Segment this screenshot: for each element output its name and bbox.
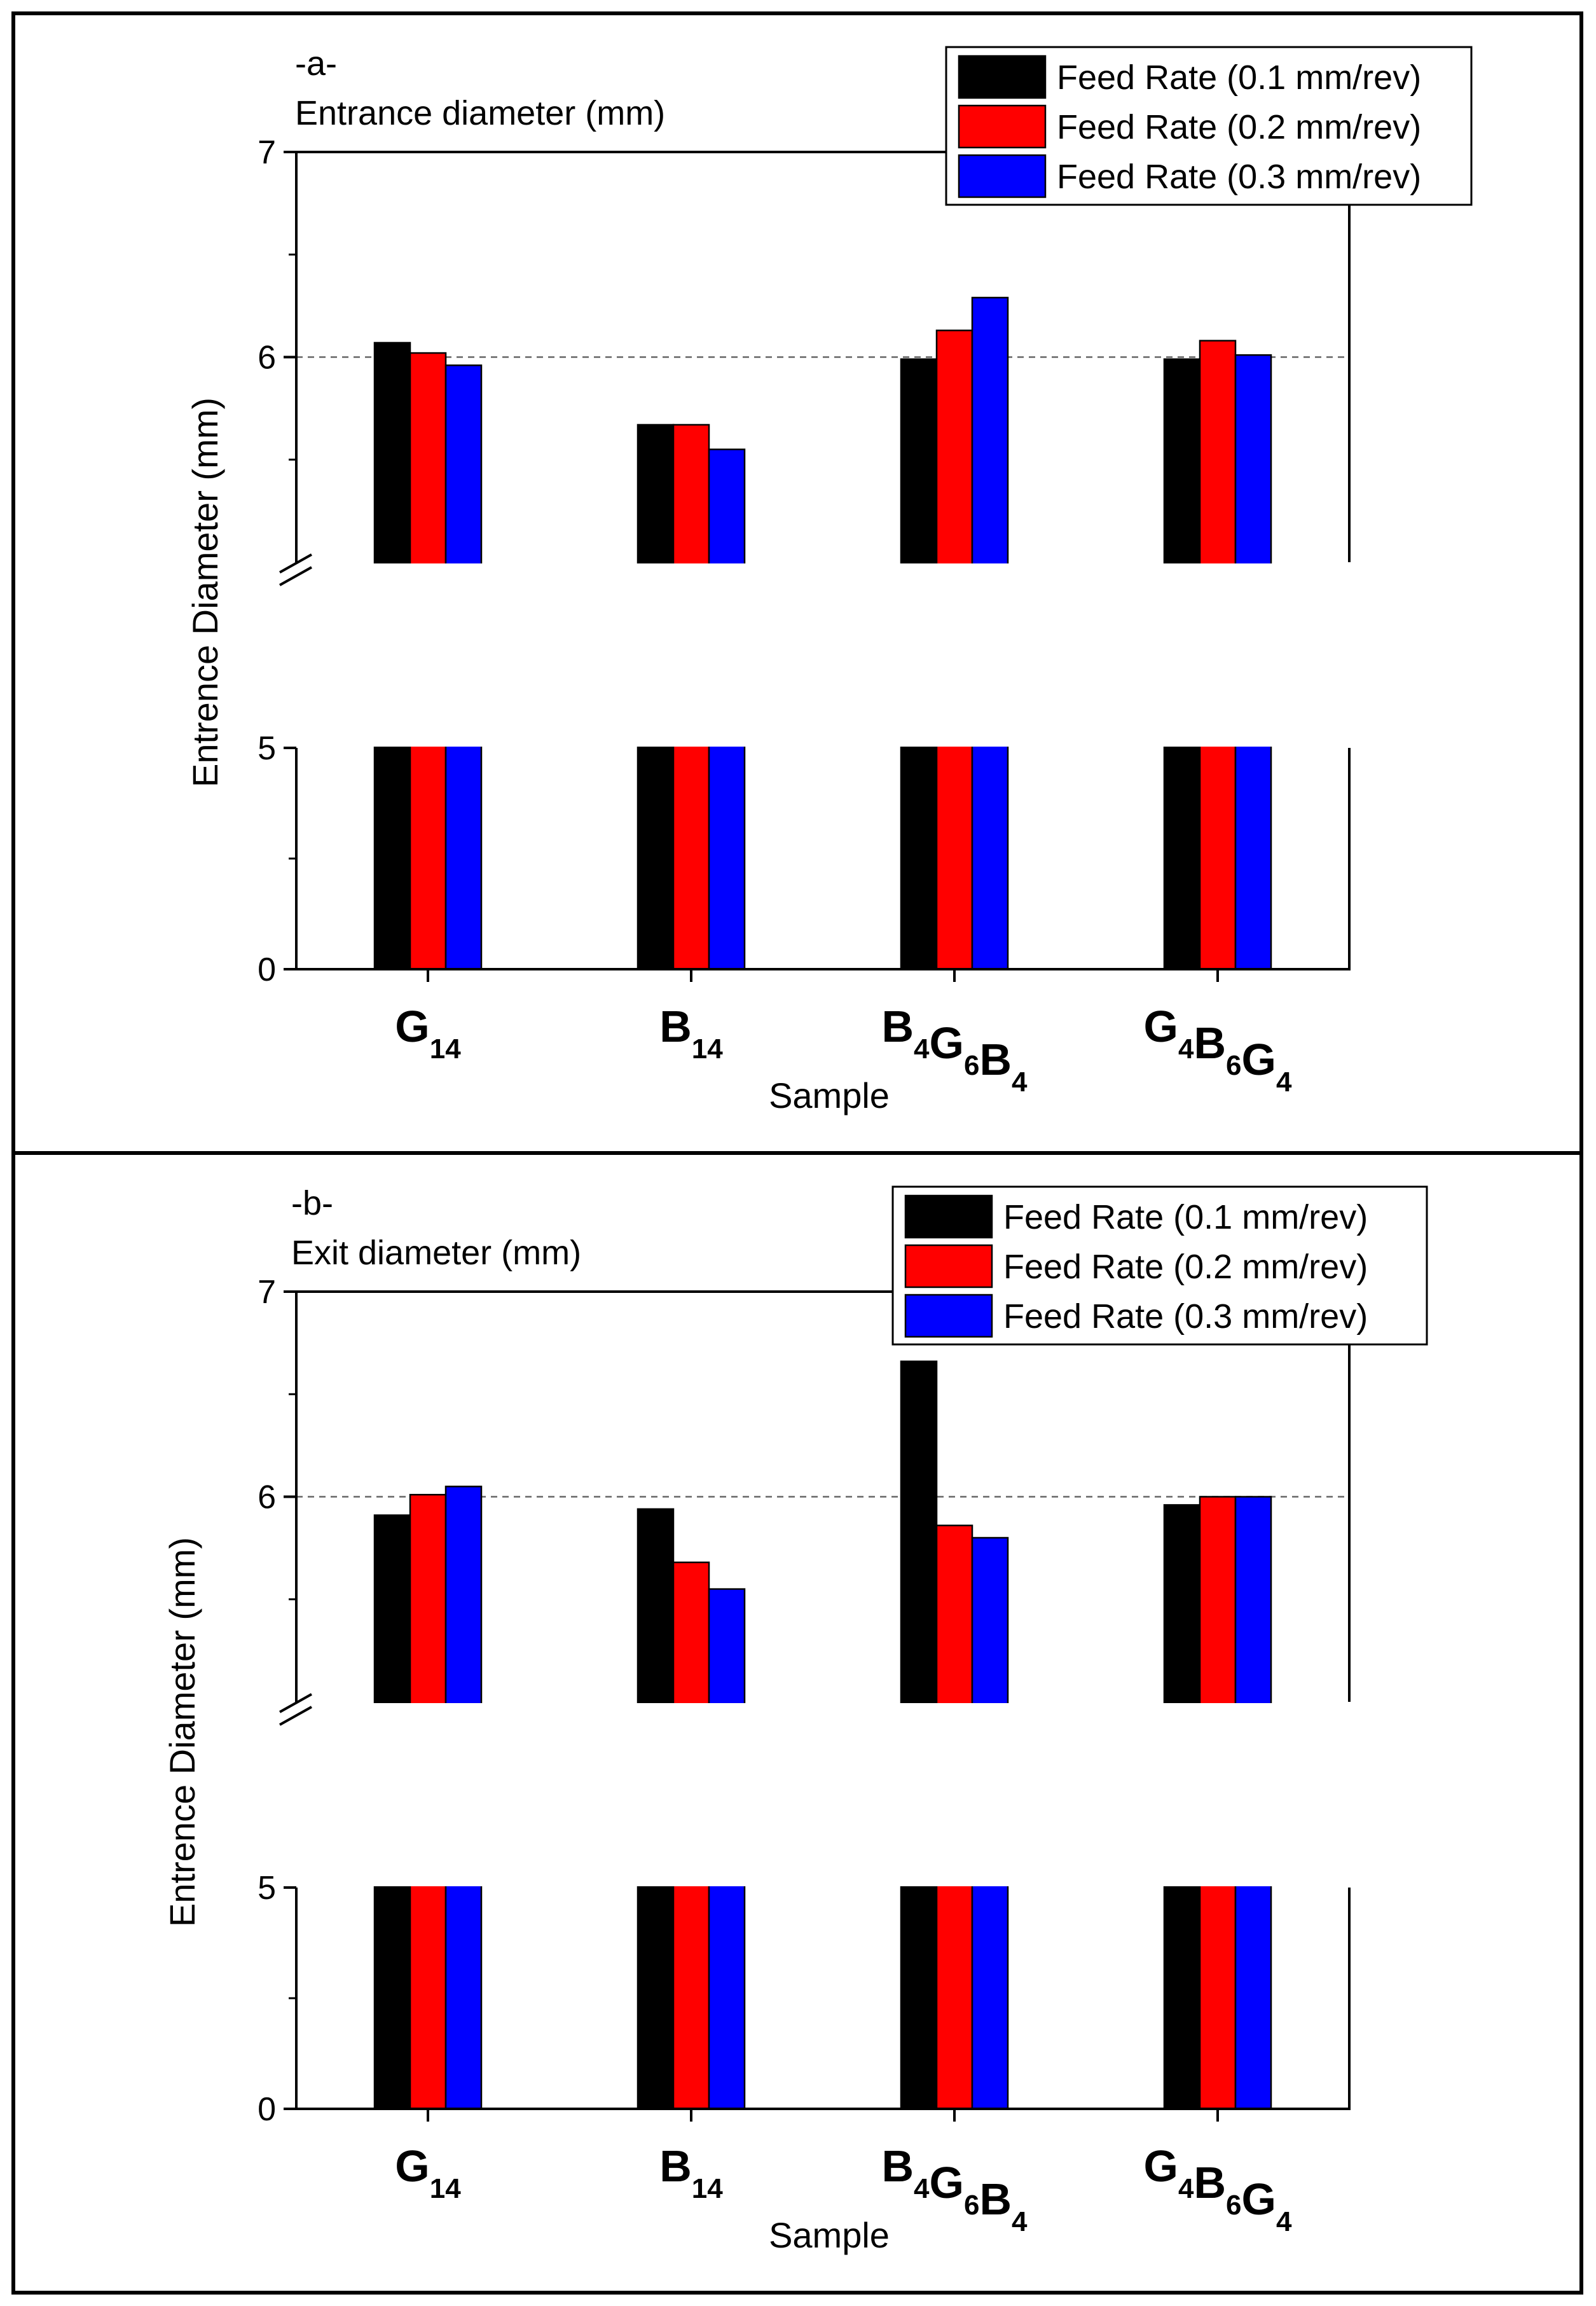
chart-b-category-1-subscript-1: 14 bbox=[430, 2173, 461, 2204]
chart-b-category-3-subscript-3: 4 bbox=[1012, 2206, 1028, 2237]
chart-b-category-4-letter-2: B bbox=[1194, 2158, 1226, 2207]
chart-b-category-2-subscript-1: 14 bbox=[692, 2173, 723, 2204]
chart-a-legend-label-3: Feed Rate (0.3 mm/rev) bbox=[1057, 158, 1421, 196]
chart-b-legend-swatch-1 bbox=[904, 1194, 993, 1239]
chart-a-category-3-letter-2: G bbox=[930, 1018, 964, 1068]
chart-b-break-mark-1 bbox=[279, 1693, 312, 1713]
chart-a-category-4-letter-1: G bbox=[1144, 1002, 1178, 1051]
chart-a-category-3-subscript-2: 6 bbox=[964, 1050, 979, 1081]
chart-a-subtitle: Entrance diameter (mm) bbox=[295, 94, 665, 132]
chart-a-x-axis-title: Sample bbox=[769, 1075, 890, 1115]
chart-b-axis-break-gap bbox=[292, 1703, 1353, 1886]
chart-a-category-4-subscript-3: 4 bbox=[1276, 1067, 1292, 1098]
chart-a-category-4-subscript-2: 6 bbox=[1226, 1050, 1241, 1081]
chart-b-break-mark-2 bbox=[279, 1706, 312, 1726]
chart-a-legend-swatch-3 bbox=[958, 154, 1047, 198]
chart-b-y-tick-label-7: 7 bbox=[258, 1274, 276, 1311]
chart-a-break-mark-2 bbox=[279, 566, 312, 586]
chart-b-y-tick-label-0: 0 bbox=[258, 2091, 276, 2128]
chart-b-category-3-subscript-1: 4 bbox=[914, 2173, 930, 2204]
chart-a-category-3-subscript-3: 4 bbox=[1012, 1067, 1028, 1098]
chart-a-category-4-letter-3: G bbox=[1242, 1035, 1276, 1084]
chart-b-legend-label-3: Feed Rate (0.3 mm/rev) bbox=[1003, 1297, 1368, 1336]
chart-b-subtitle: Exit diameter (mm) bbox=[291, 1234, 581, 1272]
chart-a-legend-swatch-2 bbox=[958, 104, 1047, 149]
chart-b-category-label-3: B4G6B4 bbox=[881, 2141, 1028, 2237]
chart-a-category-label-4: G4B6G4 bbox=[1144, 1002, 1292, 1098]
chart-b-category-3-letter-3: B bbox=[979, 2174, 1012, 2224]
chart-a-y-tick-label-6: 6 bbox=[258, 340, 276, 376]
chart-a-legend-swatch-1 bbox=[958, 55, 1047, 99]
chart-b-category-3-letter-1: B bbox=[881, 2141, 914, 2191]
chart-a-category-2-letter-1: B bbox=[659, 1002, 692, 1051]
chart-b-category-4-subscript-1: 4 bbox=[1178, 2173, 1194, 2204]
chart-b-legend-label-1: Feed Rate (0.1 mm/rev) bbox=[1003, 1198, 1368, 1236]
chart-b-y-tick-label-5: 5 bbox=[258, 1870, 276, 1907]
chart-a-category-3-letter-3: B bbox=[979, 1035, 1012, 1084]
chart-a-axis-break-gap bbox=[292, 563, 1353, 747]
chart-a-category-4-subscript-1: 4 bbox=[1178, 1033, 1194, 1065]
chart-a-category-3-subscript-1: 4 bbox=[914, 1033, 930, 1065]
chart-b-category-4-subscript-2: 6 bbox=[1226, 2190, 1241, 2221]
chart-b-category-4-letter-3: G bbox=[1242, 2174, 1276, 2224]
chart-a-panel-label: -a- bbox=[295, 45, 337, 83]
chart-a-category-label-1: G14 bbox=[395, 1002, 461, 1065]
chart-b-category-3-letter-2: G bbox=[930, 2158, 964, 2207]
chart-a-category-3-letter-1: B bbox=[881, 1002, 914, 1051]
chart-b-x-axis-title: Sample bbox=[769, 2215, 890, 2255]
chart-b-legend-label-2: Feed Rate (0.2 mm/rev) bbox=[1003, 1248, 1368, 1286]
chart-b-category-label-4: G4B6G4 bbox=[1144, 2141, 1292, 2237]
chart-a-category-4-letter-2: B bbox=[1194, 1018, 1226, 1068]
chart-a-y-tick-label-0: 0 bbox=[258, 951, 276, 988]
chart-b-panel-label: -b- bbox=[291, 1184, 333, 1222]
chart-b-category-1-letter-1: G bbox=[395, 2141, 429, 2191]
chart-a-legend-label-1: Feed Rate (0.1 mm/rev) bbox=[1057, 59, 1421, 97]
chart-a-category-label-3: B4G6B4 bbox=[881, 1002, 1028, 1098]
chart-b-legend-swatch-3 bbox=[904, 1294, 993, 1338]
chart-b-category-4-subscript-3: 4 bbox=[1276, 2206, 1292, 2237]
chart-b-category-2-letter-1: B bbox=[659, 2141, 692, 2191]
chart-b-y-axis-title: Entrence Diameter (mm) bbox=[162, 1537, 202, 1927]
chart-a-legend-label-2: Feed Rate (0.2 mm/rev) bbox=[1057, 108, 1421, 146]
chart-a-y-axis-title: Entrence Diameter (mm) bbox=[185, 397, 225, 787]
chart-a-category-1-subscript-1: 14 bbox=[430, 1033, 461, 1065]
chart-b-category-3-subscript-2: 6 bbox=[964, 2190, 979, 2221]
chart-a-category-label-2: B14 bbox=[659, 1002, 723, 1065]
chart-b-legend-swatch-2 bbox=[904, 1244, 993, 1288]
chart-panel-a: 0 5 6 7 G14 B14 B4G6B4 G4B6G4 Sample Entrence Dia… bbox=[11, 11, 1583, 1155]
chart-b-category-4-letter-1: G bbox=[1144, 2141, 1178, 2191]
chart-panel-b: 0 5 6 7 G14 B14 B4G6B4 G4B6G4 Sample Entrence Dia… bbox=[11, 1151, 1583, 2295]
chart-a-category-1-letter-1: G bbox=[395, 1002, 429, 1051]
chart-a-y-tick-label-7: 7 bbox=[258, 134, 276, 171]
chart-a-category-2-subscript-1: 14 bbox=[692, 1033, 723, 1065]
chart-a-y-tick-label-5: 5 bbox=[258, 730, 276, 767]
chart-a-break-mark-1 bbox=[279, 553, 312, 574]
chart-b-y-tick-label-6: 6 bbox=[258, 1479, 276, 1516]
chart-b-category-label-1: G14 bbox=[395, 2141, 461, 2204]
chart-b-category-label-2: B14 bbox=[659, 2141, 723, 2204]
